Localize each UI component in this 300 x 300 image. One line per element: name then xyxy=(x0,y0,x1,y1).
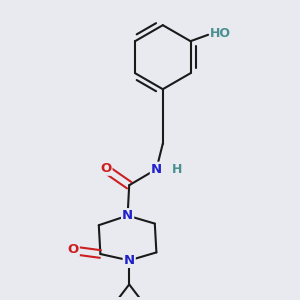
Text: N: N xyxy=(122,209,133,222)
Text: O: O xyxy=(68,243,79,256)
Text: HO: HO xyxy=(210,27,231,40)
Text: H: H xyxy=(172,163,182,176)
Text: O: O xyxy=(100,162,112,175)
Text: N: N xyxy=(124,254,135,267)
Text: N: N xyxy=(151,163,162,176)
